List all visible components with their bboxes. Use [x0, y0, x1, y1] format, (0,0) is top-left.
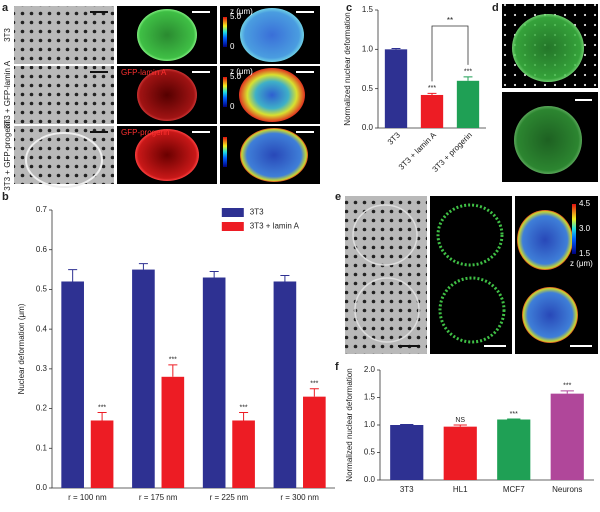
x-tick-label: r = 225 nm: [210, 493, 249, 502]
error-bar: [239, 412, 249, 421]
bar: [273, 281, 297, 488]
colorbar-title: z (μm): [570, 259, 593, 268]
error-bar: [427, 92, 437, 95]
bracket-label: **: [447, 16, 453, 25]
y-tick-label: 1.0: [362, 44, 374, 53]
y-tick-label: 1.0: [364, 420, 376, 429]
error-bar: [138, 263, 148, 270]
error-bar: [97, 412, 107, 421]
y-tick-label: 0.4: [36, 324, 48, 333]
y-tick-label: 0.6: [36, 245, 48, 254]
x-tick-label: r = 100 nm: [68, 493, 107, 502]
y-tick-label: 0.7: [36, 205, 48, 214]
panel-label: b: [2, 191, 9, 203]
bar: [61, 281, 84, 488]
panel-label: a: [2, 2, 9, 14]
error-bar: [309, 388, 319, 397]
bar: [420, 94, 444, 128]
y-tick-label: 0.5: [36, 285, 48, 294]
bar: [202, 277, 226, 488]
panel-label: e: [335, 191, 341, 203]
legend-label: 3T3 + lamin A: [250, 222, 300, 231]
y-tick-label: 0.5: [362, 84, 374, 93]
error-bar: [400, 423, 414, 425]
legend-swatch: [221, 222, 244, 231]
significance: ***: [563, 383, 571, 390]
y-axis-label: Nuclear deformation (μm): [17, 303, 26, 394]
colorbar-tick: 0: [230, 42, 235, 51]
significance: ***: [464, 69, 472, 76]
bar: [161, 376, 185, 488]
error-bar: [391, 48, 401, 50]
error-bar: [280, 275, 290, 282]
bar: [90, 420, 114, 488]
y-tick-label: 0.0: [36, 483, 48, 492]
bracket: [431, 25, 469, 82]
bar: [232, 420, 255, 488]
colorbar-tick: 4.5: [579, 199, 591, 208]
colorbar-title: z (μm): [230, 67, 253, 76]
y-tick-label: 2.0: [364, 365, 376, 374]
significance: ***: [98, 404, 106, 411]
y-tick-label: 0.0: [362, 123, 374, 132]
error-bar: [453, 424, 467, 427]
significance: NS: [455, 417, 465, 424]
row-label: 3T3 + GFP-lamin A: [3, 60, 12, 129]
significance: ***: [169, 357, 177, 364]
y-tick-label: 1.5: [364, 393, 376, 402]
legend-label: 3T3: [250, 208, 264, 217]
bar: [384, 49, 408, 129]
bar: [550, 393, 584, 480]
row-label: 3T3 + GFP-progerin: [3, 119, 12, 190]
bar: [497, 419, 531, 480]
row-label: 3T3: [3, 28, 12, 42]
error-bar: [209, 271, 219, 278]
bar: [390, 425, 424, 480]
y-tick-label: 0.3: [36, 364, 48, 373]
error-bar: [68, 269, 78, 282]
error-bar: [560, 390, 574, 394]
colorbar-tick: 3.0: [579, 224, 591, 233]
y-tick-label: 0.5: [364, 448, 376, 457]
x-tick-label: Neurons: [552, 485, 582, 494]
channel-label: GFP-progerin: [121, 128, 169, 137]
colorbar-tick: 1.5: [579, 249, 591, 258]
error-bar: [168, 364, 178, 377]
x-tick-label: 3T3: [386, 130, 403, 147]
panel-e-images: [345, 196, 598, 354]
x-tick-label: r = 175 nm: [139, 493, 178, 502]
y-axis-label: Normalized nuclear deformation: [345, 368, 354, 481]
error-bar: [507, 418, 521, 420]
legend-swatch: [221, 208, 244, 217]
x-tick-label: MCF7: [503, 485, 525, 494]
y-tick-label: 0.2: [36, 404, 48, 413]
colorbar-tick: 5.0: [230, 12, 242, 21]
colorbar-tick: 5.0: [230, 72, 242, 81]
error-bar: [463, 76, 473, 81]
bar: [456, 80, 480, 128]
bar: [443, 426, 477, 480]
panel-d-images: [502, 4, 598, 182]
y-tick-label: 0.0: [364, 475, 376, 484]
channel-label: GFP-lamin A: [121, 68, 167, 77]
significance: ***: [510, 411, 518, 418]
y-tick-label: 1.5: [362, 5, 374, 14]
bar: [303, 396, 326, 488]
colorbar-tick: 0: [230, 102, 235, 111]
colorbar-title: z (μm): [230, 7, 253, 16]
bar: [132, 269, 155, 488]
panel-label: c: [346, 2, 352, 14]
significance: ***: [239, 404, 247, 411]
x-tick-label: 3T3: [400, 485, 414, 494]
significance: ***: [428, 85, 436, 92]
panel-label: f: [335, 361, 339, 373]
significance: ***: [310, 381, 318, 388]
panel-a-images: [14, 6, 320, 188]
x-tick-label: r = 300 nm: [280, 493, 319, 502]
y-axis-label: Normalized nuclear deformation: [343, 12, 352, 125]
y-tick-label: 0.1: [36, 443, 48, 452]
x-tick-label: HL1: [453, 485, 468, 494]
panel-label: d: [492, 2, 499, 14]
